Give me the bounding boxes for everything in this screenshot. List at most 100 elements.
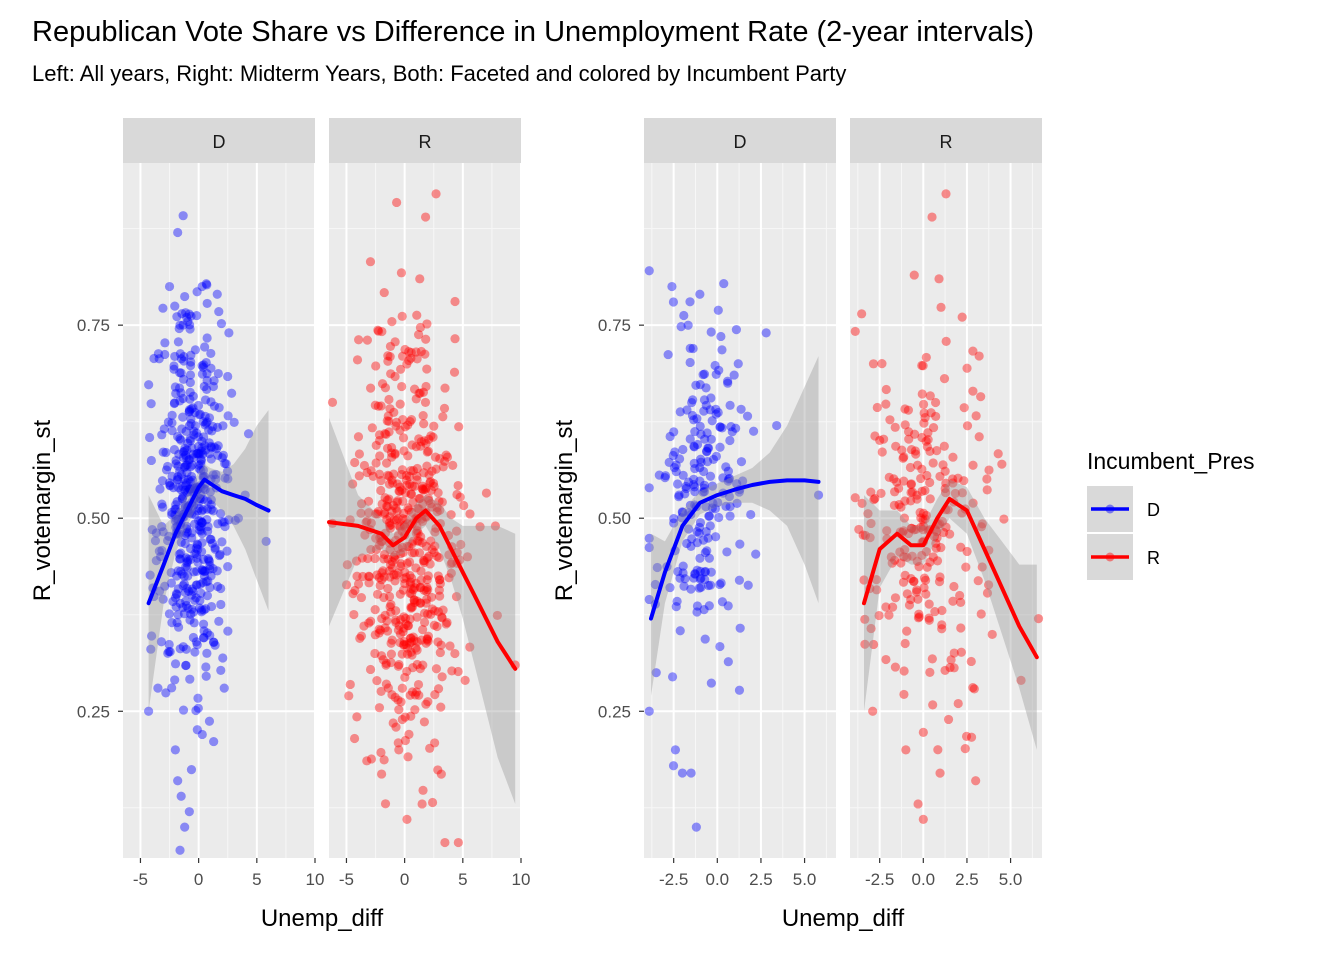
data-point (353, 579, 364, 589)
data-point (211, 474, 221, 484)
data-point (383, 554, 393, 564)
data-point (953, 473, 963, 483)
data-point (702, 457, 713, 467)
data-point (191, 593, 201, 603)
data-point (897, 445, 907, 455)
data-point (360, 530, 370, 540)
data-point (182, 312, 192, 322)
data-point (945, 662, 955, 673)
data-point (204, 564, 215, 574)
x-tick-label: 2.5 (955, 870, 979, 889)
data-point (715, 422, 725, 432)
data-point (196, 490, 206, 500)
data-point (421, 381, 431, 392)
data-point (667, 672, 678, 682)
data-point (928, 422, 939, 433)
data-point (433, 488, 443, 498)
data-point (939, 374, 950, 384)
data-point (968, 460, 978, 470)
data-point (194, 503, 204, 513)
data-point (194, 496, 204, 507)
y-tick-label: 0.75 (77, 316, 110, 335)
data-point (689, 482, 700, 492)
data-point (925, 477, 935, 488)
data-point (917, 550, 927, 561)
data-point (161, 447, 171, 458)
data-point (412, 475, 422, 485)
data-point (202, 628, 212, 638)
data-point (903, 405, 914, 415)
data-point (916, 522, 926, 532)
data-point (405, 588, 415, 598)
data-point (183, 603, 193, 613)
data-point (412, 645, 422, 655)
data-point (404, 541, 414, 552)
data-point (383, 683, 393, 693)
data-point (386, 448, 397, 458)
data-point (412, 471, 422, 481)
data-point (364, 508, 374, 518)
data-point (403, 621, 414, 631)
data-point (229, 417, 239, 427)
data-point (668, 761, 679, 771)
data-point (185, 361, 196, 371)
data-point (407, 602, 417, 612)
data-point (401, 572, 411, 582)
data-point (734, 575, 745, 585)
data-point (417, 516, 428, 527)
data-point (450, 334, 460, 344)
data-point (929, 532, 940, 542)
data-point (671, 466, 681, 477)
data-point (379, 572, 389, 582)
data-point (173, 483, 184, 493)
data-point (699, 406, 709, 416)
data-point (365, 664, 376, 675)
legend: Incumbent_Pres D R (1087, 448, 1254, 580)
data-point (681, 483, 691, 494)
data-point (434, 552, 444, 563)
data-point (918, 515, 928, 525)
data-point (904, 434, 914, 444)
data-point (192, 725, 202, 735)
data-point (213, 450, 223, 460)
y-tick-label: 0.25 (598, 702, 631, 721)
data-point (200, 342, 210, 352)
data-point (372, 570, 382, 580)
data-point (669, 427, 679, 437)
data-point (692, 538, 702, 548)
data-point (713, 305, 723, 315)
data-point (384, 479, 395, 489)
data-point (428, 478, 439, 488)
data-point (212, 422, 222, 432)
data-point (383, 470, 393, 481)
data-point (415, 598, 425, 608)
data-point (870, 493, 880, 504)
data-point (203, 521, 213, 532)
data-point (196, 456, 206, 466)
data-point (380, 493, 390, 503)
data-point (665, 431, 675, 442)
data-point (180, 822, 190, 832)
data-point (182, 521, 192, 531)
data-point (216, 665, 226, 676)
x-tick-label: 5 (252, 870, 261, 889)
data-point (691, 380, 701, 390)
data-point (167, 617, 177, 628)
data-point (186, 414, 196, 424)
data-point (173, 472, 183, 482)
data-point (427, 544, 437, 555)
data-point (409, 636, 419, 646)
data-point (884, 610, 894, 620)
data-point (192, 310, 202, 321)
data-point (178, 393, 188, 404)
data-point (414, 434, 424, 444)
data-point (195, 493, 205, 504)
data-point (375, 451, 385, 461)
data-point (198, 417, 208, 427)
data-point (209, 637, 219, 647)
data-point (200, 484, 210, 495)
data-point (192, 566, 202, 576)
data-point (432, 551, 442, 561)
data-point (171, 388, 181, 399)
data-point (925, 667, 935, 677)
